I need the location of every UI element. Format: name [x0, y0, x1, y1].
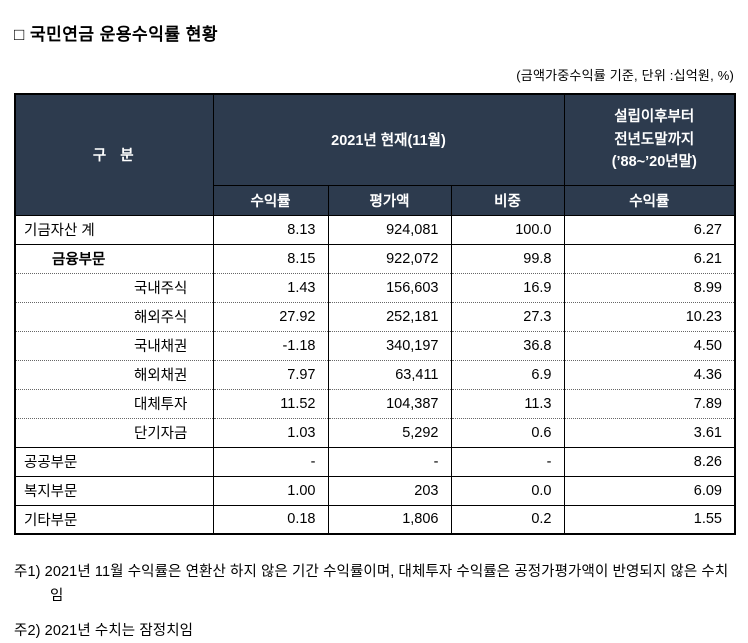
cell-weight: 27.3 [450, 301, 565, 331]
table-row-global-equity: 해외주식 27.92 252,181 27.3 10.23 [14, 301, 736, 331]
table-row-domestic-equity: 국내주식 1.43 156,603 16.9 8.99 [14, 272, 736, 302]
table-row-financial: 금융부문 8.15 922,072 99.8 6.21 [14, 243, 736, 273]
cell-weight: 99.8 [450, 243, 565, 273]
cell-valuation: 340,197 [327, 330, 452, 360]
cell-valuation: 5,292 [327, 417, 452, 447]
header-since-line3: (’88~’20년말) [611, 153, 697, 170]
cell-return-since: 4.50 [563, 330, 736, 360]
cell-valuation: 104,387 [327, 388, 452, 418]
cell-return-since: 6.21 [563, 243, 736, 273]
header-since-inception: 설립이후부터 전년도말까지 (’88~’20년말) [563, 93, 736, 186]
cell-return-2021: 0.18 [212, 504, 329, 534]
row-label: 금융부문 [14, 243, 214, 273]
row-label: 단기자금 [14, 417, 214, 447]
footnotes: 주1) 2021년 11월 수익률은 연환산 하지 않은 기간 수익률이며, 대… [14, 561, 734, 643]
cell-return-2021: 8.13 [212, 214, 329, 244]
cell-weight: 16.9 [450, 272, 565, 302]
footnote-2: 주2) 2021년 수치는 잠정치임 [14, 622, 194, 639]
cell-valuation: 1,806 [327, 504, 452, 534]
cell-weight: 6.9 [450, 359, 565, 389]
page-title: □ 국민연금 운용수익률 현황 [14, 25, 218, 44]
returns-table: 구 분 2021년 현재(11월) 설립이후부터 전년도말까지 (’88~’20… [14, 93, 736, 535]
table-row-welfare: 복지부문 1.00 203 0.0 6.09 [14, 475, 736, 505]
cell-valuation: 922,072 [327, 243, 452, 273]
cell-return-2021: 11.52 [212, 388, 329, 418]
header-return-2021: 수익률 [212, 184, 329, 216]
cell-return-since: 1.55 [563, 504, 736, 534]
cell-return-since: 7.89 [563, 388, 736, 418]
cell-return-since: 3.61 [563, 417, 736, 447]
header-return-since: 수익률 [563, 184, 736, 216]
cell-return-since: 6.09 [563, 475, 736, 505]
cell-return-2021: 8.15 [212, 243, 329, 273]
cell-weight: - [450, 446, 565, 476]
cell-valuation: 63,411 [327, 359, 452, 389]
cell-return-2021: 1.00 [212, 475, 329, 505]
cell-return-2021: 1.03 [212, 417, 329, 447]
table-row-other: 기타부문 0.18 1,806 0.2 1.55 [14, 504, 736, 534]
cell-valuation: 156,603 [327, 272, 452, 302]
header-since-line2: 전년도말까지 [614, 131, 695, 148]
cell-return-2021: -1.18 [212, 330, 329, 360]
cell-return-since: 4.36 [563, 359, 736, 389]
header-since-line1: 설립이후부터 [614, 109, 695, 126]
footnote-1: 주1) 2021년 11월 수익률은 연환산 하지 않은 기간 수익률이며, 대… [14, 564, 729, 604]
row-label: 기타부문 [14, 504, 214, 534]
unit-caption: (금액가중수익률 기준, 단위 :십억원, %) [516, 68, 734, 83]
table-row-alternatives: 대체투자 11.52 104,387 11.3 7.89 [14, 388, 736, 418]
cell-return-since: 8.26 [563, 446, 736, 476]
header-row-groups: 구 분 2021년 현재(11월) 설립이후부터 전년도말까지 (’88~’20… [14, 93, 736, 216]
cell-weight: 0.0 [450, 475, 565, 505]
header-row-columns: 수익률 평가액 비중 수익률 [15, 184, 736, 216]
table-row-short-term: 단기자금 1.03 5,292 0.6 3.61 [14, 417, 736, 447]
cell-valuation: 252,181 [327, 301, 452, 331]
cell-return-2021: - [212, 446, 329, 476]
cell-return-2021: 27.92 [212, 301, 329, 331]
cell-weight: 0.2 [450, 504, 565, 534]
cell-valuation: - [327, 446, 452, 476]
table-row-domestic-bond: 국내채권 -1.18 340,197 36.8 4.50 [14, 330, 736, 360]
cell-return-since: 6.27 [563, 214, 736, 244]
cell-weight: 36.8 [450, 330, 565, 360]
row-label: 복지부문 [14, 475, 214, 505]
header-2021-group: 2021년 현재(11월) [212, 93, 565, 186]
row-label: 국내주식 [14, 272, 214, 302]
row-label: 해외채권 [14, 359, 214, 389]
cell-return-2021: 1.43 [212, 272, 329, 302]
cell-return-2021: 7.97 [212, 359, 329, 389]
cell-valuation: 203 [327, 475, 452, 505]
table-row-total: 기금자산 계 8.13 924,081 100.0 6.27 [14, 214, 736, 244]
table-row-public: 공공부문 - - - 8.26 [14, 446, 736, 476]
row-label: 대체투자 [14, 388, 214, 418]
row-label: 해외주식 [14, 301, 214, 331]
cell-weight: 100.0 [450, 214, 565, 244]
row-label: 기금자산 계 [14, 214, 214, 244]
cell-valuation: 924,081 [327, 214, 452, 244]
cell-return-since: 8.99 [563, 272, 736, 302]
table-row-global-bond: 해외채권 7.97 63,411 6.9 4.36 [14, 359, 736, 389]
row-label: 공공부문 [14, 446, 214, 476]
cell-weight: 0.6 [450, 417, 565, 447]
header-category: 구 분 [14, 93, 214, 216]
header-valuation: 평가액 [327, 184, 452, 216]
row-label: 국내채권 [14, 330, 214, 360]
header-weight: 비중 [450, 184, 565, 216]
cell-weight: 11.3 [450, 388, 565, 418]
cell-return-since: 10.23 [563, 301, 736, 331]
